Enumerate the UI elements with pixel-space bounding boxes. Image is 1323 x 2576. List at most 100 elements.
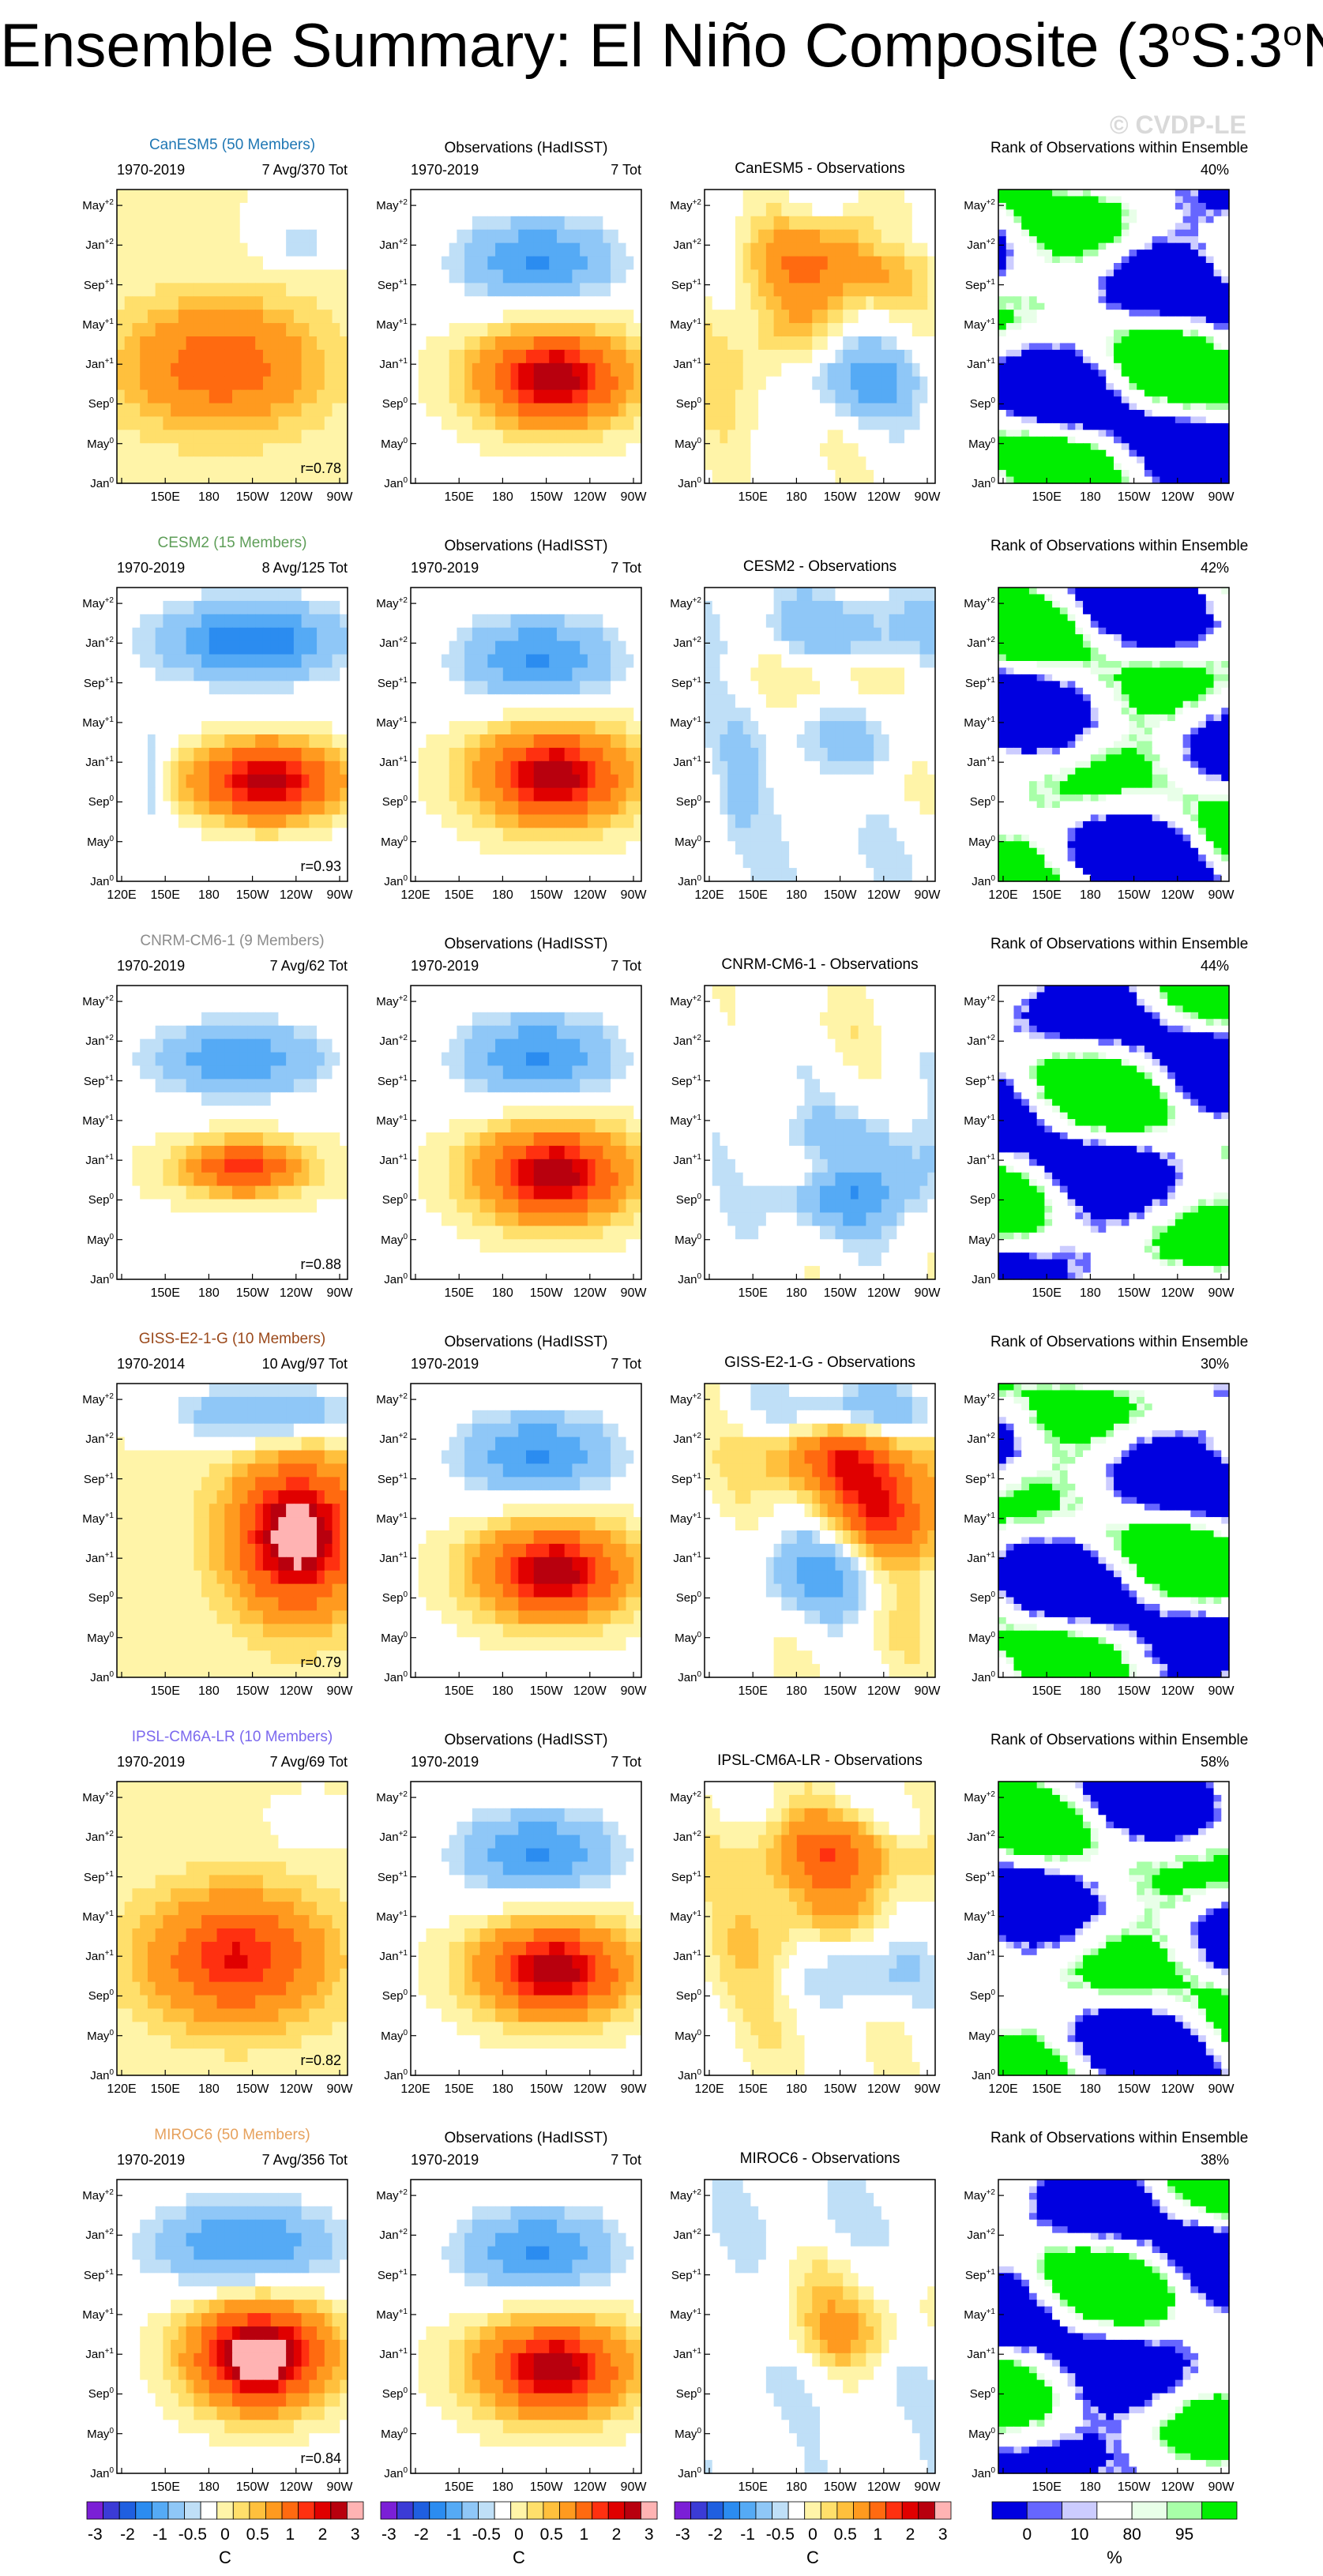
diff-cell (927, 229, 936, 244)
diff-cell (874, 256, 882, 271)
rank-cell (1090, 323, 1099, 331)
model-cell (117, 430, 126, 444)
model-cell (117, 310, 126, 324)
rank-cell (1028, 430, 1038, 437)
model-cell (209, 600, 218, 615)
rank-cell (1121, 216, 1130, 223)
model-cell (124, 640, 133, 655)
diff-cell (881, 430, 890, 444)
rank-cell (1106, 443, 1114, 451)
model-cell (178, 470, 187, 484)
rank-cell (1059, 316, 1069, 324)
rank-cell (1167, 229, 1176, 237)
model-cell (124, 774, 133, 789)
model-cell (163, 416, 171, 430)
model-cell (262, 694, 272, 708)
obs-cell (526, 640, 535, 655)
diff-cell (866, 600, 874, 615)
obs-cell (618, 774, 627, 789)
diff-cell (804, 202, 813, 217)
model-cell (163, 216, 171, 231)
obs-cell (526, 588, 535, 602)
rank-cell (1052, 289, 1061, 297)
obs-cell (426, 403, 434, 418)
rank-cell (1144, 289, 1153, 297)
rank-cell (1005, 422, 1015, 430)
obs-cell (587, 640, 596, 655)
rank-cell (1160, 396, 1168, 404)
rank-cell (1167, 289, 1176, 297)
diff-cell (835, 627, 844, 642)
model-cell (293, 694, 303, 708)
model-cell (232, 256, 241, 271)
model-cell (132, 336, 141, 351)
rank-cell (1013, 343, 1022, 351)
rank-cell (1175, 223, 1184, 231)
model-cell (147, 747, 156, 762)
obs-cell (618, 443, 627, 457)
rank-cell (998, 229, 1007, 237)
obs-cell (549, 323, 558, 337)
rank-cell (1144, 463, 1153, 471)
model-cell (286, 403, 295, 418)
rank-cell (1059, 443, 1069, 451)
model-cell (124, 721, 133, 735)
rank-cell (1036, 250, 1045, 257)
rank-cell (1129, 456, 1137, 464)
rank-cell (1114, 323, 1122, 331)
obs-cell (441, 216, 450, 231)
model-cell (270, 708, 279, 722)
rank-cell (1121, 229, 1130, 237)
model-cell (147, 323, 156, 337)
model-cell (201, 747, 210, 762)
obs-cell (434, 202, 442, 217)
obs-cell (426, 681, 434, 695)
rank-cell (1052, 269, 1061, 277)
rank-cell (1106, 403, 1114, 411)
obs-cell (502, 760, 512, 775)
model-cell (194, 456, 202, 471)
obs-cell (626, 416, 634, 430)
model-cell (317, 801, 325, 816)
diff-cell (758, 190, 767, 204)
model-cell (194, 310, 202, 324)
model-cell (147, 588, 156, 602)
obs-cell (633, 654, 642, 669)
obs-cell (426, 349, 434, 364)
diff-cell (727, 430, 736, 444)
model-cell (171, 721, 179, 735)
rank-cell (1144, 242, 1153, 250)
diff-cell (705, 389, 713, 404)
diff-cell (874, 296, 882, 310)
y-tick-label: Jan0 (960, 477, 995, 490)
rank-cell (1059, 323, 1069, 331)
rank-cell (1167, 470, 1176, 478)
obs-cell (572, 600, 581, 615)
diff-cell (911, 242, 921, 257)
model-cell (140, 801, 148, 816)
diff-cell (858, 614, 866, 629)
obs-cell (479, 416, 488, 430)
rank-cell (1059, 422, 1069, 430)
model-cell (286, 614, 295, 629)
rank-cell (1190, 396, 1199, 404)
model-cell (147, 868, 156, 882)
obs-cell (441, 787, 450, 802)
obs-cell (434, 734, 442, 749)
obs-cell (580, 430, 588, 444)
obs-cell (541, 734, 550, 749)
obs-cell (587, 588, 596, 602)
obs-cell (595, 694, 603, 708)
model-cell (255, 801, 264, 816)
obs-cell (464, 376, 473, 391)
model-cell (186, 721, 194, 735)
rank-cell (1044, 376, 1053, 384)
rank-cell (1198, 443, 1207, 451)
obs-cell (479, 216, 488, 231)
model-cell (155, 734, 163, 749)
obs-cell (441, 229, 450, 244)
model-cell (163, 229, 171, 244)
model-cell (324, 430, 333, 444)
model-cell (232, 376, 241, 391)
model-cell (262, 734, 272, 749)
